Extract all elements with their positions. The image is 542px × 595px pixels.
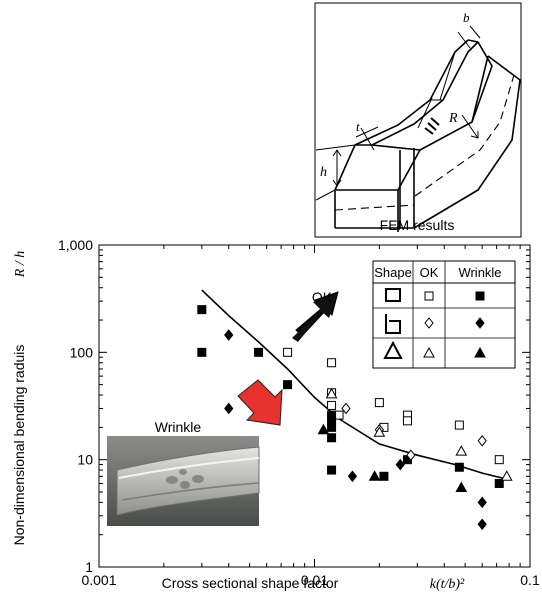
label-b: b	[463, 10, 470, 25]
point-filled-triangle	[317, 423, 330, 435]
y-tick-label: 10	[77, 452, 93, 468]
ylabel-text: Non-dimensional bending raduis	[11, 345, 27, 546]
xlabel-math: k(t/b)²	[430, 577, 465, 592]
legend-marker-filled-triangle	[474, 346, 486, 358]
point-filled-square	[379, 471, 389, 481]
legend-marker-filled-square	[475, 291, 485, 301]
point-open-square	[494, 455, 504, 465]
fem-wrinkle-marks	[424, 117, 440, 135]
photo-channel	[116, 446, 260, 516]
xlabel-text: Cross sectional shape factor	[162, 575, 339, 591]
legend-shape-triangle-section	[383, 340, 403, 359]
point-open-square	[334, 410, 344, 420]
x-tick-label: 0.01	[301, 572, 328, 588]
point-filled-square	[454, 462, 464, 472]
point-filled-square	[327, 433, 337, 443]
point-filled-triangle	[455, 481, 468, 493]
point-open-diamond	[406, 449, 416, 462]
point-filled-diamond	[224, 329, 234, 341]
wrinkle-photo: Wrinkle	[107, 419, 260, 526]
point-filled-triangle	[368, 470, 381, 481]
point-filled-diamond	[347, 470, 358, 483]
x-tick-label: 0.1	[520, 572, 540, 588]
legend-shape-channel-section	[385, 314, 401, 334]
ok-arrow: OK	[292, 289, 339, 342]
point-open-square	[283, 347, 293, 357]
point-open-triangle	[373, 426, 386, 437]
y-tick-label: 1	[85, 559, 93, 575]
legend-marker-open-diamond	[424, 317, 434, 329]
legend-header-wrinkle: Wrinkle	[458, 265, 501, 280]
ylabel-math: R / h	[13, 251, 28, 278]
point-open-triangle	[455, 445, 468, 456]
point-open-square	[454, 420, 464, 430]
point-filled-square	[254, 347, 264, 357]
legend-markers	[423, 291, 486, 358]
point-filled-square	[327, 422, 337, 432]
ok-label: OK	[312, 289, 333, 305]
legend-marker-open-triangle	[423, 346, 435, 358]
point-filled-diamond	[477, 518, 487, 531]
point-filled-square	[494, 478, 504, 488]
legend-marker-filled-diamond	[475, 317, 485, 329]
wrinkle-arrow	[237, 379, 283, 426]
point-filled-diamond	[395, 458, 405, 471]
point-open-diamond	[341, 402, 351, 415]
point-open-square	[327, 358, 337, 368]
point-open-square	[327, 400, 337, 410]
y-tick-label: 100	[70, 344, 94, 360]
legend: Shape OK Wrinkle	[372, 260, 516, 369]
point-filled-diamond	[224, 402, 234, 415]
legend-marker-open-square	[424, 291, 434, 301]
x-axis-label: Cross sectional shape factor k(t/b)²	[162, 575, 465, 592]
point-filled-diamond	[477, 496, 487, 509]
legend-header-shape: Shape	[374, 265, 412, 280]
y-axis-label: Non-dimensional bending raduis R / h	[11, 251, 28, 546]
point-filled-square	[197, 347, 207, 357]
legend-header-ok: OK	[420, 265, 439, 280]
axis-ticks	[98, 245, 530, 568]
label-t: t	[356, 119, 360, 134]
point-open-triangle	[500, 470, 513, 481]
point-open-triangle	[325, 387, 338, 399]
legend-shape-square-section	[385, 288, 401, 302]
point-filled-square	[327, 465, 337, 475]
photo-label: Wrinkle	[155, 419, 202, 435]
point-filled-square	[283, 380, 293, 390]
point-open-square	[374, 398, 384, 408]
label-R: R	[448, 111, 458, 126]
data-points	[197, 305, 513, 531]
point-open-square	[402, 416, 412, 426]
inset-caption: FEM results	[380, 217, 455, 233]
fem-bent-tube-drawing	[315, 25, 521, 232]
point-filled-square	[197, 305, 207, 315]
label-h: h	[320, 165, 327, 180]
y-tick-label: 1,000	[58, 237, 93, 253]
tick-labels: 1 10 100 1,000 0.001 0.01 0.1	[58, 237, 540, 588]
fem-inset: b t R h FEM results	[314, 2, 522, 238]
x-tick-label: 0.001	[81, 572, 116, 588]
point-open-diamond	[477, 434, 487, 447]
